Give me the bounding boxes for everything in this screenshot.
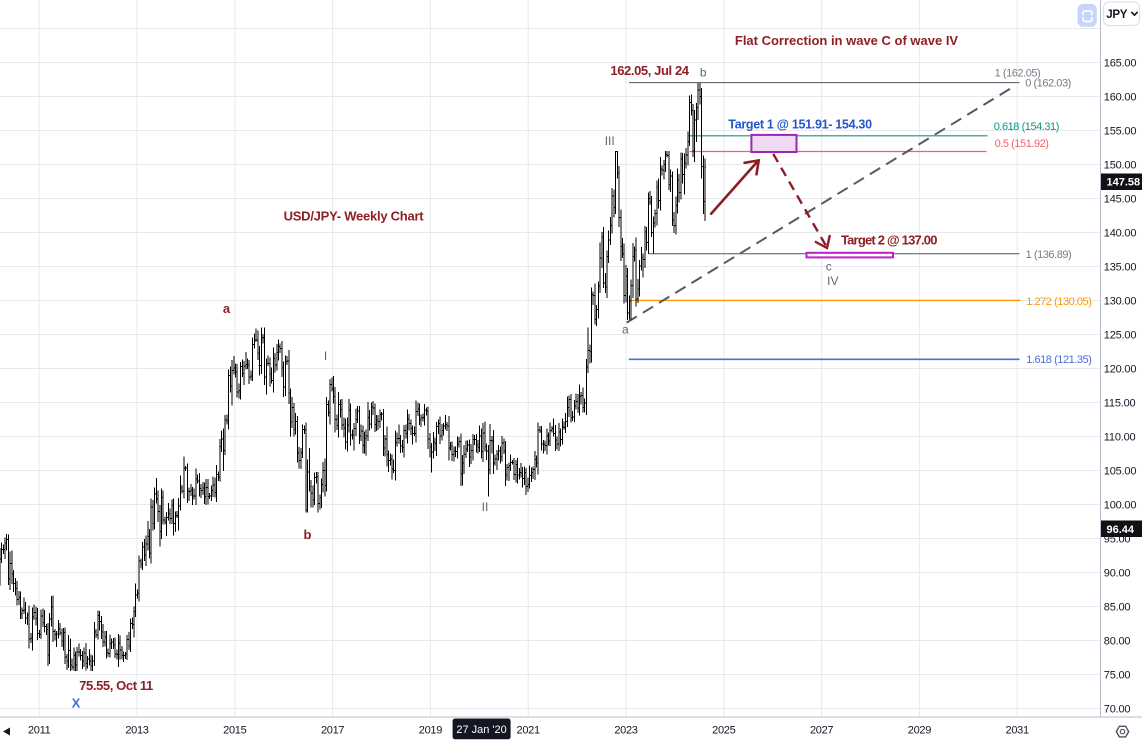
svg-text:III: III [605,134,615,148]
svg-text:0.5 (151.92): 0.5 (151.92) [995,138,1049,150]
svg-text:80.00: 80.00 [1104,636,1131,648]
svg-text:110.00: 110.00 [1104,432,1136,444]
svg-text:165.00: 165.00 [1104,58,1137,70]
svg-text:75.55, Oct 11: 75.55, Oct 11 [79,678,153,693]
svg-text:2021: 2021 [517,725,540,737]
svg-text:0 (162.03): 0 (162.03) [1025,78,1071,90]
svg-text:120.00: 120.00 [1104,364,1137,376]
svg-text:27 Jan '20: 27 Jan '20 [456,724,506,736]
svg-text:2013: 2013 [125,725,148,737]
svg-text:1 (136.89): 1 (136.89) [1026,249,1072,261]
svg-text:2017: 2017 [321,725,344,737]
svg-text:1 (162.05): 1 (162.05) [995,68,1041,80]
svg-text:70.00: 70.00 [1104,704,1131,716]
svg-text:2015: 2015 [223,725,246,737]
svg-text:2029: 2029 [908,725,931,737]
svg-text:75.00: 75.00 [1104,670,1131,682]
svg-text:2025: 2025 [712,725,735,737]
svg-text:145.00: 145.00 [1104,194,1137,206]
svg-text:b: b [700,66,707,80]
svg-text:105.00: 105.00 [1104,466,1137,478]
svg-text:2019: 2019 [419,725,442,737]
svg-text:160.00: 160.00 [1104,92,1137,104]
svg-text:162.05, Jul 24: 162.05, Jul 24 [610,63,689,78]
svg-text:X: X [72,696,81,711]
svg-text:USD/JPY- Weekly Chart: USD/JPY- Weekly Chart [284,209,425,224]
svg-text:1.618 (121.35): 1.618 (121.35) [1026,354,1091,366]
svg-text:135.00: 135.00 [1104,262,1137,274]
svg-text:IV: IV [827,274,838,288]
svg-text:125.00: 125.00 [1104,330,1137,342]
svg-text:2011: 2011 [28,725,51,737]
svg-text:130.00: 130.00 [1104,296,1137,308]
svg-text:100.00: 100.00 [1104,500,1137,512]
svg-text:2023: 2023 [614,725,637,737]
svg-text:JPY: JPY [1106,9,1127,21]
svg-text:2027: 2027 [810,725,833,737]
svg-text:115.00: 115.00 [1104,398,1136,410]
svg-text:Target 2 @ 137.00: Target 2 @ 137.00 [841,233,937,248]
svg-text:147.58: 147.58 [1107,176,1141,188]
svg-text:140.00: 140.00 [1104,228,1137,240]
svg-text:96.44: 96.44 [1107,524,1135,536]
svg-text:I: I [324,349,327,363]
svg-text:II: II [482,500,489,514]
svg-text:150.00: 150.00 [1104,160,1137,172]
svg-text:a: a [223,301,231,316]
svg-text:155.00: 155.00 [1104,126,1137,138]
svg-text:85.00: 85.00 [1104,602,1131,614]
svg-text:0.618 (154.31): 0.618 (154.31) [994,121,1059,133]
svg-text:b: b [304,527,312,542]
svg-text:Flat Correction in wave C of w: Flat Correction in wave C of wave IV [735,33,959,48]
svg-text:Target 1 @ 151.91- 154.30: Target 1 @ 151.91- 154.30 [728,118,872,132]
svg-text:1.272 (130.05): 1.272 (130.05) [1026,296,1091,308]
svg-text:90.00: 90.00 [1104,568,1131,580]
svg-text:2031: 2031 [1006,725,1029,737]
svg-text:c: c [826,260,832,274]
svg-text:a: a [622,323,629,337]
